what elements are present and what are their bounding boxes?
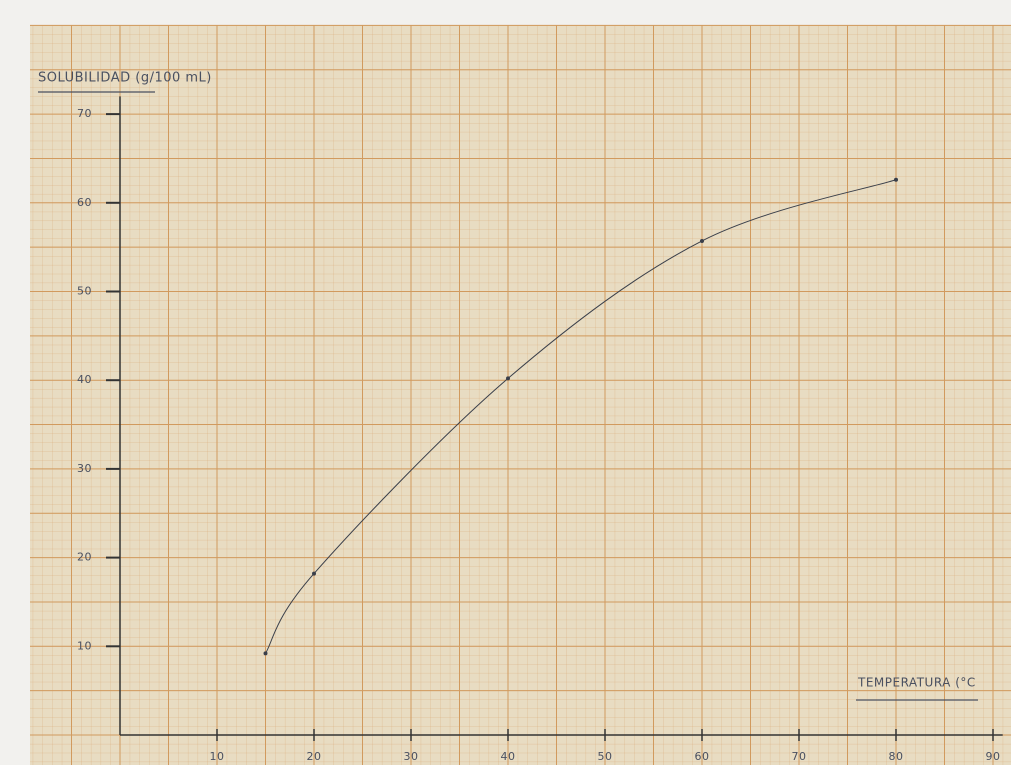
- point: [312, 572, 316, 576]
- y-tick-label: 20: [77, 551, 92, 564]
- y-tick-label: 70: [77, 107, 92, 120]
- x-tick-label: 90: [986, 750, 1001, 763]
- x-tick-label: 40: [501, 750, 516, 763]
- y-tick-label: 10: [77, 639, 92, 652]
- x-tick-label: 10: [210, 750, 225, 763]
- fine-grid: [30, 25, 1011, 765]
- x-axis-title: TEMPERATURA (°C: [857, 676, 976, 690]
- point: [506, 376, 510, 380]
- x-tick-label: 30: [404, 750, 419, 763]
- point: [894, 178, 898, 182]
- point: [264, 651, 268, 655]
- point: [700, 239, 704, 243]
- x-tick-label: 20: [307, 750, 322, 763]
- y-tick-label: 30: [77, 462, 92, 475]
- chart: SOLUBILIDAD (g/100 mL) TEMPERATURA (°C 1…: [0, 0, 1011, 765]
- y-tick-label: 40: [77, 373, 92, 386]
- x-tick-label: 50: [598, 750, 613, 763]
- graph-paper: [30, 25, 1011, 765]
- y-tick-label: 60: [77, 196, 92, 209]
- y-axis-title: SOLUBILIDAD (g/100 mL): [38, 71, 212, 86]
- x-tick-label: 80: [889, 750, 904, 763]
- y-tick-label: 50: [77, 285, 92, 298]
- x-tick-label: 60: [695, 750, 710, 763]
- x-tick-label: 70: [792, 750, 807, 763]
